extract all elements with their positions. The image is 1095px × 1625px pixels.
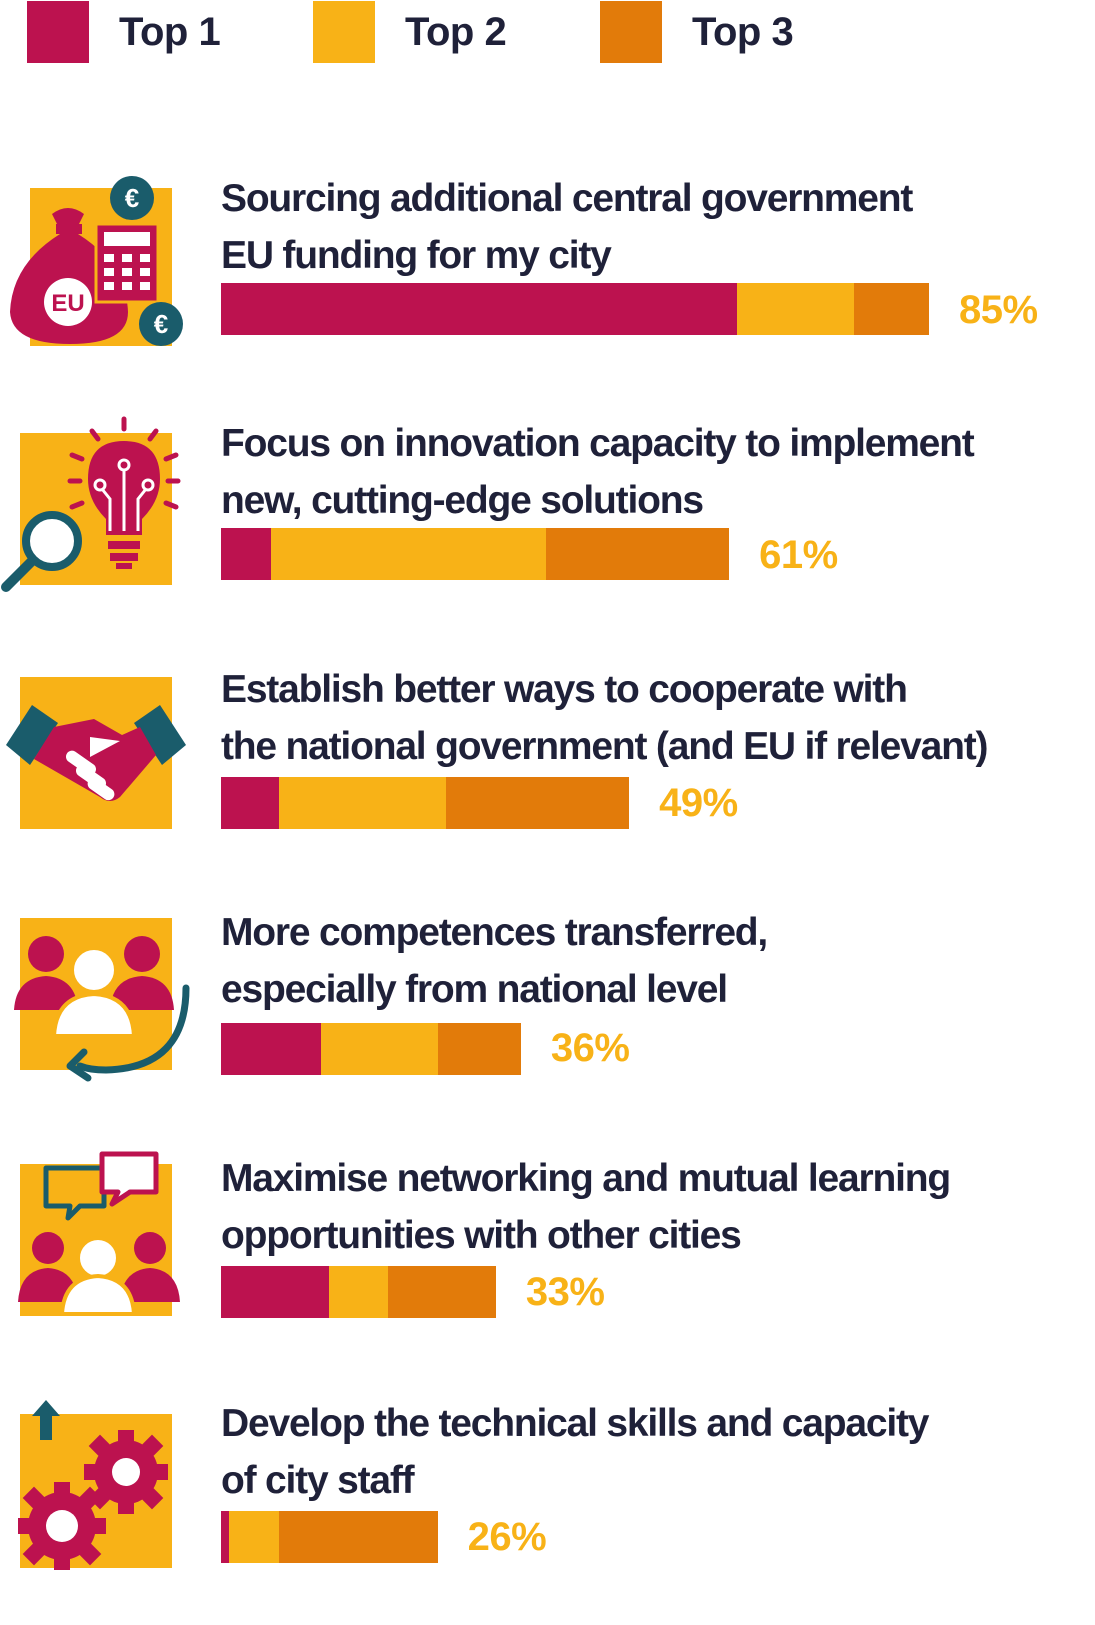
svg-text:€: € xyxy=(125,183,139,213)
bar-segment-top3 xyxy=(854,283,930,335)
bar-segment-top3 xyxy=(445,777,630,829)
legend-label-top1: Top 1 xyxy=(119,9,221,54)
bar-segment-top2 xyxy=(320,1023,438,1075)
total-percentage-label: 85% xyxy=(959,288,1038,332)
bar-segment-top2 xyxy=(737,283,855,335)
row-label-line1: Maximise networking and mutual learning xyxy=(221,1157,951,1200)
stacked-bar xyxy=(221,1511,438,1563)
legend-item-top3: Top 3 xyxy=(600,0,794,64)
svg-text:€: € xyxy=(154,309,168,339)
innovation-lightbulb-icon xyxy=(1,416,181,599)
legend-swatch-top2 xyxy=(313,1,375,63)
row-label-line2: EU funding for my city xyxy=(221,234,612,277)
stacked-bar xyxy=(221,777,630,829)
legend-swatch-top3 xyxy=(600,1,662,63)
row-label: Develop the technical skills and capacit… xyxy=(221,1395,1095,1509)
bar-segment-top1 xyxy=(221,1511,230,1563)
bar-segment-top1 xyxy=(221,1023,321,1075)
bar-segment-top2 xyxy=(329,1266,388,1318)
bar-segment-top3 xyxy=(437,1023,521,1075)
bar-segment-top1 xyxy=(221,528,271,580)
row-label-line2: especially from national level xyxy=(221,968,728,1011)
bar-segment-top2 xyxy=(229,1511,280,1563)
bar-segment-top1 xyxy=(221,283,738,335)
stacked-bar xyxy=(221,1023,521,1075)
bar-segment-top3 xyxy=(279,1511,438,1563)
bar-segment-top2 xyxy=(279,777,446,829)
row-label: Sourcing additional central government E… xyxy=(221,170,1095,284)
bar-segment-top3 xyxy=(387,1266,496,1318)
stacked-bar xyxy=(221,528,730,580)
total-percentage-label: 33% xyxy=(525,1270,605,1314)
row-label: Establish better ways to cooperate with … xyxy=(221,661,1095,775)
row-label-line1: Focus on innovation capacity to implemen… xyxy=(221,422,975,465)
bar-segment-top2 xyxy=(270,528,546,580)
gears-skills-icon xyxy=(10,1398,180,1570)
row-label-line2: new, cutting-edge solutions xyxy=(221,479,704,522)
stacked-bar xyxy=(221,283,930,335)
people-transfer-icon xyxy=(10,918,190,1088)
handshake-icon xyxy=(6,675,186,845)
total-percentage-label: 49% xyxy=(659,781,738,825)
svg-text:EU: EU xyxy=(51,290,84,317)
row-label-line1: More competences transferred, xyxy=(221,911,768,954)
eu-funding-icon: EU € € xyxy=(10,176,183,354)
bar-segment-top1 xyxy=(221,1266,330,1318)
row-label-line1: Establish better ways to cooperate with xyxy=(221,668,908,711)
row-label: Focus on innovation capacity to implemen… xyxy=(221,415,1095,529)
stacked-bar xyxy=(221,1266,496,1318)
bar-segment-top3 xyxy=(545,528,730,580)
legend-item-top1: Top 1 xyxy=(27,0,221,64)
row-label-line2: the national government (and EU if relev… xyxy=(221,725,989,768)
total-percentage-label: 61% xyxy=(759,533,838,577)
legend-swatch-top1 xyxy=(27,1,89,63)
bar-segment-top1 xyxy=(221,777,280,829)
row-label: More competences transferred, especially… xyxy=(221,904,1095,1018)
row-label-line1: Sourcing additional central government xyxy=(221,177,913,220)
row-label-line2: of city staff xyxy=(221,1459,415,1502)
legend-label-top3: Top 3 xyxy=(692,9,794,54)
legend-item-top2: Top 2 xyxy=(313,0,507,64)
networking-chat-icon xyxy=(10,1151,180,1322)
total-percentage-label: 36% xyxy=(550,1026,630,1070)
row-label-line2: opportunities with other cities xyxy=(221,1214,742,1257)
total-percentage-label: 26% xyxy=(467,1515,547,1559)
row-label: Maximise networking and mutual learning … xyxy=(221,1150,1095,1264)
legend-label-top2: Top 2 xyxy=(405,9,507,54)
row-label-line1: Develop the technical skills and capacit… xyxy=(221,1402,929,1445)
